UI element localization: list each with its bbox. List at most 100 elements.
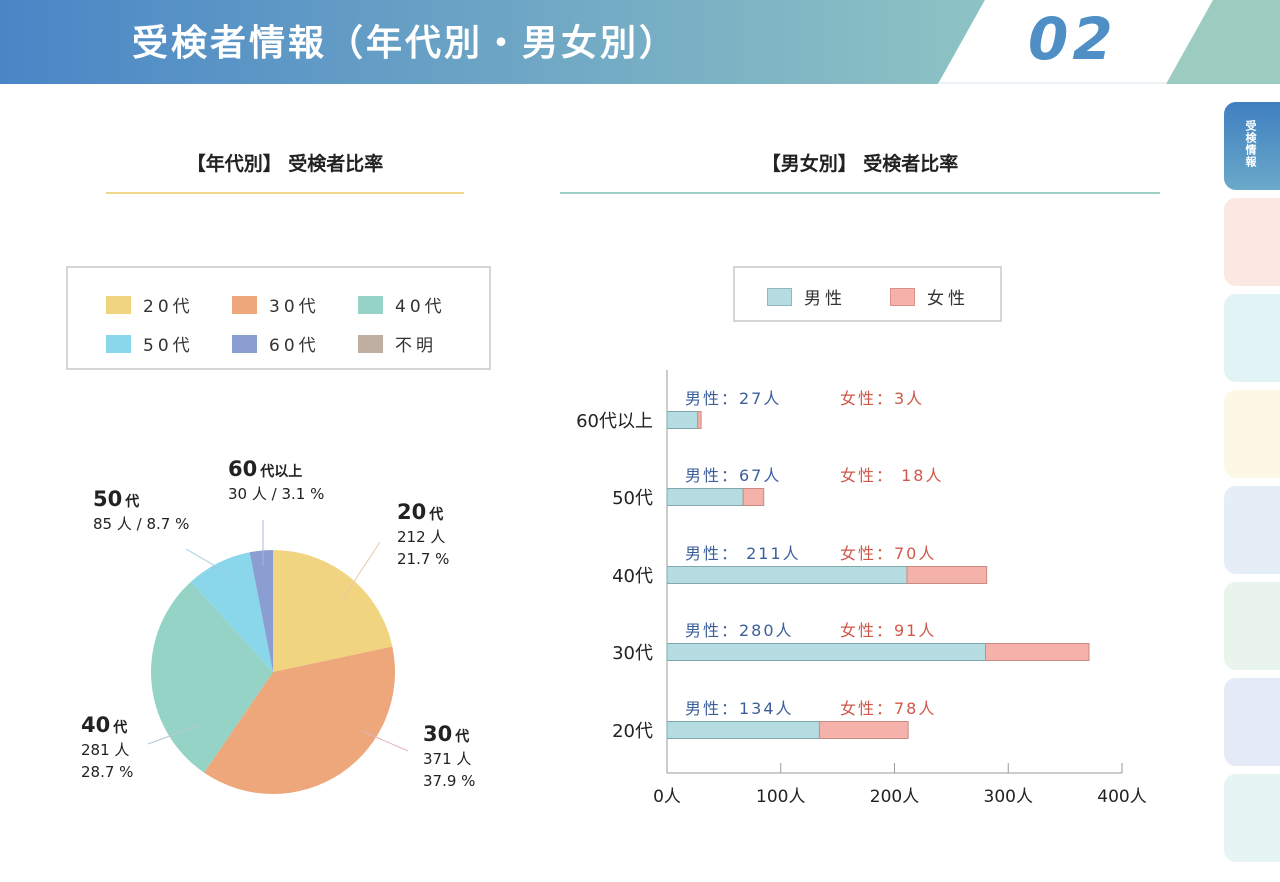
pie-label-50s-age: 50 [93, 487, 123, 511]
bar-label-male-50s: 男性：67人 [685, 466, 781, 485]
page-number: 02 [1028, 5, 1117, 73]
bar-male-50s [666, 488, 744, 506]
x-tick-label-100: 100人 [756, 787, 805, 807]
legend-label-60s: 60代 [269, 336, 320, 356]
bar-label-male-40s: 男性： 211人 [685, 544, 801, 563]
legend-item-50s: 50代 [106, 331, 194, 356]
pie-label-30s-age: 30 [423, 722, 453, 746]
bar-label-male-30s: 男性：280人 [685, 621, 794, 640]
bar-male-60s [666, 411, 699, 429]
pie-label-60s-suffix: 代以上 [260, 464, 303, 480]
legend-label-male: 男性 [804, 289, 846, 309]
legend-label-female: 女性 [927, 289, 969, 309]
y-category-label-20s: 20代 [612, 721, 653, 742]
pie-label-30s-suffix: 代 [455, 729, 470, 745]
pie-slice-30s [204, 646, 395, 794]
side-tab-4[interactable] [1224, 390, 1280, 478]
legend-swatch-female [890, 287, 915, 306]
legend-label-20s: 20代 [143, 297, 194, 317]
legend-item-female: 女性 [890, 284, 969, 309]
age-legend: 20代 30代 40代 50代 60代 不明 [66, 266, 491, 370]
x-tick-label-300: 300人 [984, 787, 1033, 807]
legend-label-50s: 50代 [143, 336, 194, 356]
pie-label-20s-pct: 21.7 % [397, 550, 450, 569]
header-gradient-band [0, 0, 985, 84]
pie-label-60s-detail: 30 人 / 3.1 % [228, 485, 325, 504]
bar-label-female-30s: 女性：91人 [840, 621, 936, 640]
side-tab-6[interactable] [1224, 582, 1280, 670]
bar-label-female-40s: 女性：70人 [840, 544, 936, 563]
x-tick-label-0: 0人 [653, 787, 681, 807]
side-tab-exam-info[interactable]: 受検情報 [1224, 102, 1280, 190]
bar-male-20s [666, 721, 820, 739]
pie-label-40s-age: 40 [81, 713, 111, 737]
legend-swatch-20s [106, 295, 131, 314]
legend-swatch-unknown [358, 334, 383, 353]
legend-swatch-40s [358, 295, 383, 314]
legend-swatch-male [767, 287, 792, 306]
gender-section-title: 【男女別】 受検者比率 [761, 153, 959, 175]
gender-legend: 男性 女性 [733, 266, 1002, 322]
side-tab-8[interactable] [1224, 774, 1280, 862]
side-tab-7[interactable] [1224, 678, 1280, 766]
legend-item-unknown: 不明 [358, 331, 437, 356]
legend-swatch-50s [106, 334, 131, 353]
bar-female-40s [906, 566, 988, 584]
x-tick-label-200: 200人 [870, 787, 919, 807]
legend-item-20s: 20代 [106, 292, 194, 317]
bar-male-30s [666, 643, 986, 661]
pie-label-40s: 40 代 281 人 28.7 % [81, 710, 133, 784]
pie-label-20s-suffix: 代 [429, 507, 444, 523]
pie-label-20s-age: 20 [397, 500, 427, 524]
bar-label-female-60s: 女性：3人 [840, 389, 924, 408]
legend-item-40s: 40代 [358, 292, 446, 317]
pie-label-40s-count: 281 人 [81, 741, 130, 760]
leader-40s [147, 724, 201, 745]
legend-label-unknown: 不明 [395, 336, 437, 356]
page-title: 受検者情報（年代別・男女別） [132, 23, 679, 64]
pie-label-60s-age: 60 [228, 457, 258, 481]
leader-50s [185, 548, 237, 579]
header-banner [0, 0, 1280, 84]
pie-label-50s: 50 代 85 人 / 8.7 % [93, 484, 189, 536]
legend-swatch-30s [232, 295, 257, 314]
bar-female-60s [697, 411, 702, 429]
pie-label-50s-detail: 85 人 / 8.7 % [93, 515, 190, 534]
leader-20s [341, 541, 381, 601]
side-tab-3[interactable] [1224, 294, 1280, 382]
pie-slice-40s [151, 581, 273, 773]
legend-label-40s: 40代 [395, 297, 446, 317]
pie-label-20s: 20 代 212 人 21.7 % [397, 497, 449, 571]
age-section-title: 【年代別】 受検者比率 [186, 153, 384, 175]
y-category-label-40s: 40代 [612, 566, 653, 587]
side-tab-exam-info-label: 受検情報 [1244, 120, 1257, 168]
bar-label-male-60s: 男性：27人 [685, 389, 781, 408]
side-tab-2[interactable] [1224, 198, 1280, 286]
age-section-rule [106, 192, 464, 194]
y-category-label-60s: 60代以上 [576, 411, 653, 432]
bar-label-female-50s: 女性： 18人 [840, 466, 943, 485]
side-tab-5[interactable] [1224, 486, 1280, 574]
pie-label-40s-suffix: 代 [113, 720, 128, 736]
age-pie-chart [147, 520, 409, 794]
legend-item-30s: 30代 [232, 292, 320, 317]
y-category-label-50s: 50代 [612, 488, 653, 509]
pie-slice-60s [249, 550, 273, 672]
pie-label-50s-suffix: 代 [125, 494, 140, 510]
header-accent-band [1166, 0, 1280, 84]
pie-label-30s-count: 371 人 [423, 750, 472, 769]
bar-label-female-20s: 女性：78人 [840, 699, 936, 718]
legend-item-60s: 60代 [232, 331, 320, 356]
pie-slice-20s [273, 550, 393, 672]
header-page-number-panel [938, 0, 1213, 84]
bar-female-30s [985, 643, 1090, 661]
leader-30s [361, 730, 409, 752]
legend-label-30s: 30代 [269, 297, 320, 317]
legend-swatch-60s [232, 334, 257, 353]
pie-label-60s: 60 代以上 30 人 / 3.1 % [228, 454, 324, 506]
pie-label-40s-pct: 28.7 % [81, 763, 134, 782]
bar-female-20s [818, 721, 909, 739]
bar-male-40s [666, 566, 908, 584]
bar-female-50s [742, 488, 765, 506]
